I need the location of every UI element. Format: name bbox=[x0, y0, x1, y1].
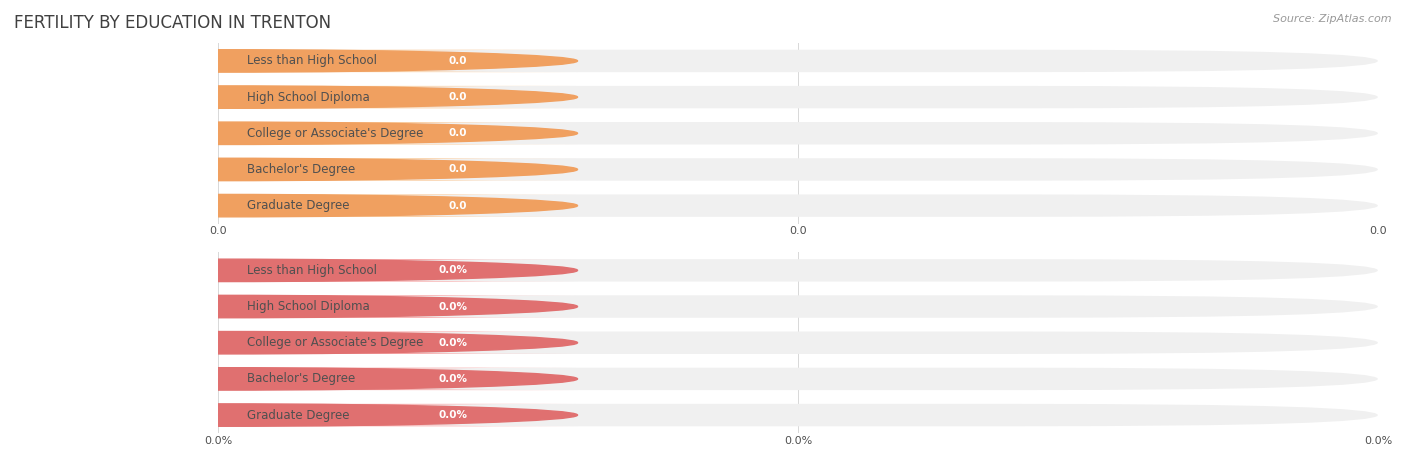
Text: 0.0: 0.0 bbox=[449, 164, 467, 175]
Circle shape bbox=[0, 194, 578, 217]
Text: 0.0: 0.0 bbox=[449, 200, 467, 211]
Text: Less than High School: Less than High School bbox=[247, 54, 377, 68]
Text: 0.0%: 0.0% bbox=[439, 301, 467, 312]
FancyBboxPatch shape bbox=[218, 86, 1378, 109]
Text: FERTILITY BY EDUCATION IN TRENTON: FERTILITY BY EDUCATION IN TRENTON bbox=[14, 14, 332, 32]
FancyBboxPatch shape bbox=[114, 331, 578, 354]
FancyBboxPatch shape bbox=[114, 50, 578, 72]
FancyBboxPatch shape bbox=[114, 122, 578, 145]
FancyBboxPatch shape bbox=[114, 367, 578, 390]
Text: 0.0%: 0.0% bbox=[439, 410, 467, 420]
FancyBboxPatch shape bbox=[114, 158, 578, 181]
FancyBboxPatch shape bbox=[218, 404, 1378, 426]
Text: Graduate Degree: Graduate Degree bbox=[247, 199, 350, 212]
Text: 0.0: 0.0 bbox=[449, 128, 467, 139]
FancyBboxPatch shape bbox=[114, 259, 578, 282]
FancyBboxPatch shape bbox=[114, 295, 578, 318]
FancyBboxPatch shape bbox=[218, 367, 1378, 390]
Text: 0.0: 0.0 bbox=[449, 56, 467, 66]
Circle shape bbox=[0, 50, 578, 72]
FancyBboxPatch shape bbox=[114, 86, 578, 109]
Circle shape bbox=[0, 331, 578, 354]
FancyBboxPatch shape bbox=[218, 295, 1378, 318]
FancyBboxPatch shape bbox=[218, 331, 1378, 354]
FancyBboxPatch shape bbox=[218, 122, 1378, 145]
FancyBboxPatch shape bbox=[114, 404, 578, 426]
Circle shape bbox=[0, 404, 578, 426]
Text: Graduate Degree: Graduate Degree bbox=[247, 408, 350, 422]
Text: College or Associate's Degree: College or Associate's Degree bbox=[247, 127, 423, 140]
Text: College or Associate's Degree: College or Associate's Degree bbox=[247, 336, 423, 349]
Text: 0.0%: 0.0% bbox=[439, 265, 467, 276]
FancyBboxPatch shape bbox=[218, 50, 1378, 72]
Text: 0.0%: 0.0% bbox=[439, 337, 467, 348]
FancyBboxPatch shape bbox=[218, 259, 1378, 282]
FancyBboxPatch shape bbox=[218, 158, 1378, 181]
FancyBboxPatch shape bbox=[218, 194, 1378, 217]
FancyBboxPatch shape bbox=[114, 194, 578, 217]
Text: 0.0%: 0.0% bbox=[439, 374, 467, 384]
Circle shape bbox=[0, 259, 578, 282]
Text: Source: ZipAtlas.com: Source: ZipAtlas.com bbox=[1274, 14, 1392, 24]
Text: High School Diploma: High School Diploma bbox=[247, 90, 370, 104]
Text: 0.0: 0.0 bbox=[449, 92, 467, 102]
Text: High School Diploma: High School Diploma bbox=[247, 300, 370, 313]
Circle shape bbox=[0, 295, 578, 318]
Circle shape bbox=[0, 367, 578, 390]
Circle shape bbox=[0, 86, 578, 109]
Circle shape bbox=[0, 158, 578, 181]
Text: Bachelor's Degree: Bachelor's Degree bbox=[247, 372, 356, 386]
Text: Bachelor's Degree: Bachelor's Degree bbox=[247, 163, 356, 176]
Circle shape bbox=[0, 122, 578, 145]
Text: Less than High School: Less than High School bbox=[247, 264, 377, 277]
